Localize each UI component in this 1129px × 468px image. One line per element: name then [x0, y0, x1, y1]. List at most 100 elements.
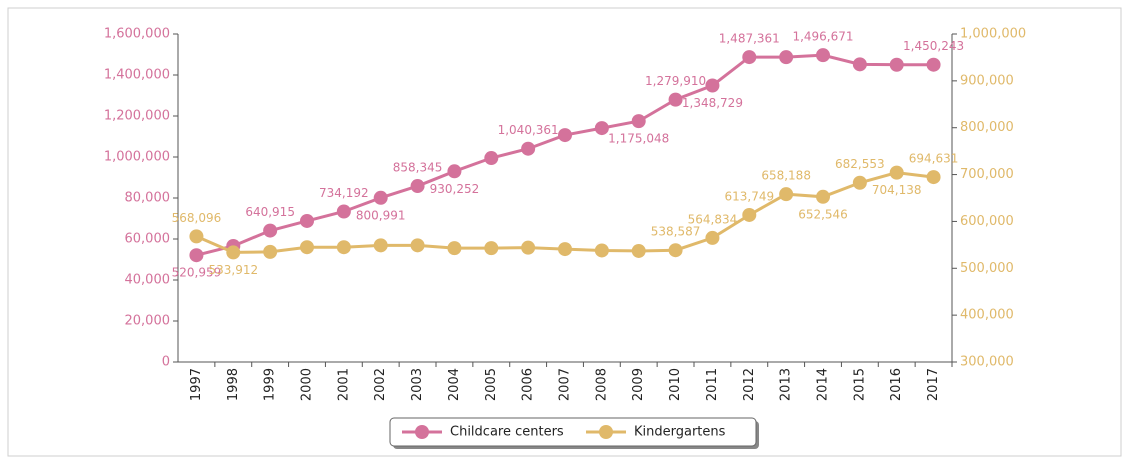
x-tick-label: 2012: [742, 368, 757, 401]
data-label: 930,252: [430, 182, 480, 196]
data-point: [926, 170, 941, 185]
y2-tick-label: 300,000: [960, 355, 1014, 370]
x-tick-label: 2008: [594, 368, 609, 401]
data-label: 1,496,671: [792, 30, 853, 44]
data-label: 1,450,243: [903, 39, 964, 53]
y-tick-label: 20,000: [125, 314, 171, 329]
data-label: 564,834: [688, 212, 738, 226]
x-tick-label: 2003: [410, 368, 425, 401]
data-point: [189, 248, 204, 263]
y2-tick-label: 500,000: [960, 261, 1014, 276]
y2-tick-label: 1,000,000: [960, 27, 1026, 42]
data-point: [594, 121, 609, 136]
data-label: 652,546: [798, 207, 848, 221]
data-label: 533,912: [208, 263, 258, 277]
x-tick-label: 2001: [336, 368, 351, 401]
x-tick-label: 2016: [889, 368, 904, 401]
y-tick-label: 1,600,000: [104, 27, 170, 42]
data-label: 568,096: [172, 211, 222, 225]
data-point: [594, 243, 609, 258]
data-point: [484, 241, 499, 256]
x-tick-label: 2015: [852, 368, 867, 401]
legend-label: Kindergartens: [634, 425, 726, 440]
data-point: [852, 175, 867, 190]
x-tick-label: 2006: [521, 368, 536, 401]
x-tick-label: 2010: [668, 368, 683, 401]
data-point: [779, 187, 794, 202]
data-point: [889, 165, 904, 180]
data-label: 734,192: [319, 186, 369, 200]
x-tick-label: 2007: [558, 368, 573, 401]
y2-tick-label: 800,000: [960, 120, 1014, 135]
data-point: [336, 240, 351, 255]
data-point: [705, 230, 720, 245]
x-tick-label: 2011: [705, 368, 720, 401]
data-point: [521, 240, 536, 255]
data-point: [410, 238, 425, 253]
x-tick-label: 2005: [484, 368, 499, 401]
data-point: [816, 189, 830, 204]
data-point: [336, 204, 351, 219]
y2-tick-label: 400,000: [960, 308, 1014, 323]
data-point: [447, 164, 462, 179]
data-point: [631, 114, 646, 129]
x-tick-label: 1999: [263, 368, 278, 401]
data-label: 1,279,910: [645, 74, 706, 88]
data-point: [373, 238, 388, 253]
data-label: 1,487,361: [719, 32, 780, 46]
x-tick-label: 2000: [300, 368, 315, 401]
data-point: [889, 57, 904, 72]
data-point: [373, 190, 388, 205]
x-tick-label: 2014: [816, 368, 831, 401]
data-point: [668, 92, 683, 107]
data-label: 694,631: [909, 152, 959, 166]
data-point: [779, 50, 794, 65]
data-label: 800,991: [356, 208, 406, 222]
data-point: [263, 244, 278, 259]
data-point: [631, 243, 646, 258]
x-tick-label: 2004: [447, 368, 462, 401]
data-point: [300, 240, 314, 255]
legend-marker: [415, 425, 429, 439]
data-point: [189, 229, 204, 244]
data-label: 658,188: [761, 169, 811, 183]
data-label: 640,915: [245, 205, 295, 219]
data-label: 682,553: [835, 157, 885, 171]
data-label: 1,175,048: [608, 132, 669, 146]
y-tick-label: 60,000: [125, 232, 171, 247]
data-point: [410, 179, 425, 194]
y2-tick-label: 900,000: [960, 73, 1014, 88]
data-point: [263, 223, 278, 238]
x-tick-label: 2009: [631, 368, 646, 401]
data-point: [742, 207, 757, 222]
data-label: 1,348,729: [682, 96, 743, 110]
data-point: [852, 57, 867, 72]
y-tick-label: 40,000: [125, 273, 171, 288]
data-point: [484, 151, 499, 166]
data-label: 613,749: [724, 189, 774, 203]
x-tick-label: 2002: [373, 368, 388, 401]
x-tick-label: 1998: [226, 368, 241, 401]
x-tick-label: 2017: [926, 368, 941, 401]
y-tick-label: 80,000: [125, 191, 171, 206]
y-tick-label: 1,200,000: [104, 109, 170, 124]
data-point: [558, 242, 572, 257]
data-point: [816, 48, 830, 63]
data-label: 704,138: [872, 183, 922, 197]
legend-box: [389, 417, 757, 447]
legend-label: Childcare centers: [450, 425, 564, 440]
x-tick-label: 1997: [189, 368, 204, 401]
legend-marker: [599, 425, 613, 439]
y-tick-label: 1,400,000: [104, 68, 170, 83]
data-point: [926, 57, 941, 72]
y2-tick-label: 600,000: [960, 214, 1014, 229]
y-tick-label: 1,000,000: [104, 150, 170, 165]
data-point: [668, 243, 683, 258]
data-label: 1,040,361: [498, 123, 559, 137]
data-point: [558, 128, 572, 143]
data-point: [300, 213, 314, 228]
data-label: 858,345: [393, 161, 443, 175]
data-point: [521, 141, 536, 156]
data-point: [226, 245, 241, 260]
